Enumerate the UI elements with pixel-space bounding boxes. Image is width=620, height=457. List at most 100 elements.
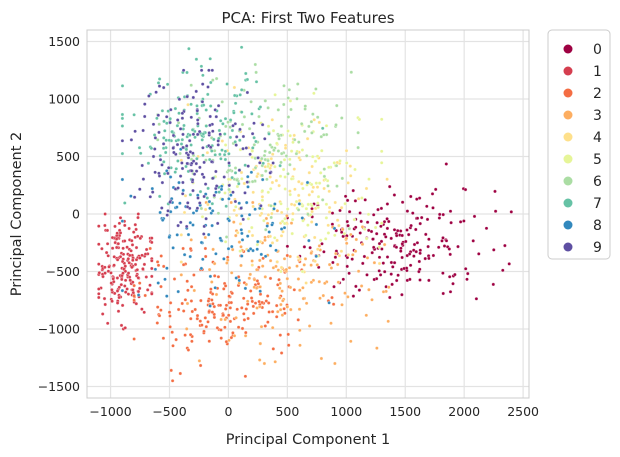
data-point [252, 143, 257, 147]
data-point [385, 217, 389, 221]
data-point [226, 313, 231, 317]
data-point [200, 172, 205, 177]
data-point [248, 289, 253, 293]
data-point [208, 114, 212, 119]
data-point [250, 155, 254, 159]
data-point [338, 208, 342, 213]
data-point [161, 336, 166, 340]
data-point [195, 111, 199, 116]
data-point [284, 267, 289, 272]
data-point [226, 258, 230, 262]
data-point [137, 281, 142, 285]
data-point [296, 82, 300, 86]
data-point [261, 161, 265, 166]
data-point [268, 258, 273, 263]
data-point [146, 161, 151, 165]
data-point [182, 123, 186, 128]
data-point [275, 141, 279, 146]
data-point [297, 202, 302, 206]
data-point [327, 205, 332, 210]
data-point [320, 242, 324, 246]
data-point [277, 183, 281, 188]
data-point [137, 145, 142, 150]
data-point [273, 360, 277, 364]
data-point [161, 85, 166, 90]
data-point [405, 209, 410, 213]
data-point [177, 180, 181, 185]
data-point [301, 186, 305, 191]
data-point [288, 133, 292, 138]
data-point [258, 105, 263, 109]
data-point [465, 277, 469, 282]
data-point [247, 212, 252, 217]
data-point [156, 81, 161, 85]
data-point [120, 288, 125, 293]
data-point [295, 264, 299, 268]
data-point [123, 278, 128, 283]
data-point [155, 116, 159, 121]
data-point [97, 295, 101, 300]
data-point [303, 257, 308, 261]
data-point [184, 144, 189, 148]
data-point [356, 269, 361, 273]
data-point [320, 126, 325, 131]
data-point [212, 315, 217, 320]
data-point [181, 262, 186, 267]
data-point [214, 169, 218, 174]
data-point [322, 133, 326, 137]
data-point [309, 251, 313, 255]
data-point [250, 131, 255, 136]
data-point [300, 216, 305, 220]
data-point [191, 223, 195, 227]
data-point [300, 269, 305, 274]
series-2-points [132, 246, 336, 383]
data-point [212, 261, 217, 266]
data-point [171, 344, 175, 348]
data-point [188, 220, 193, 225]
data-point [405, 253, 409, 258]
data-point [295, 97, 299, 101]
data-point [229, 300, 234, 305]
data-point [341, 234, 345, 239]
data-point [194, 161, 199, 166]
data-point [296, 277, 301, 281]
data-point [199, 298, 203, 303]
data-point [417, 269, 421, 274]
data-point [212, 304, 217, 309]
data-point [431, 253, 436, 258]
data-point [153, 267, 158, 272]
data-point [222, 287, 226, 291]
data-point [362, 227, 367, 231]
data-point [266, 106, 270, 110]
data-point [188, 133, 192, 137]
data-point [218, 132, 222, 137]
data-point [228, 125, 232, 129]
data-point [427, 256, 431, 261]
data-point [207, 309, 211, 314]
legend-marker [563, 220, 573, 230]
data-point [316, 194, 321, 199]
data-point [382, 269, 387, 274]
data-point [117, 285, 122, 290]
data-point [449, 220, 453, 225]
data-point [274, 315, 279, 319]
data-point [417, 259, 422, 264]
data-point [138, 151, 143, 156]
data-point [185, 94, 189, 99]
data-point [335, 262, 340, 267]
legend-label: 1 [593, 64, 602, 80]
legend-marker [563, 176, 573, 186]
data-point [228, 306, 233, 310]
data-point [359, 284, 364, 288]
data-point [187, 138, 192, 143]
data-point [227, 187, 231, 192]
data-point [263, 149, 267, 153]
data-point [125, 245, 129, 249]
data-point [138, 256, 142, 260]
data-point [240, 306, 244, 310]
data-point [200, 100, 205, 104]
data-point [379, 161, 384, 165]
data-point [323, 237, 328, 241]
data-point [279, 124, 284, 128]
data-point [345, 198, 350, 203]
